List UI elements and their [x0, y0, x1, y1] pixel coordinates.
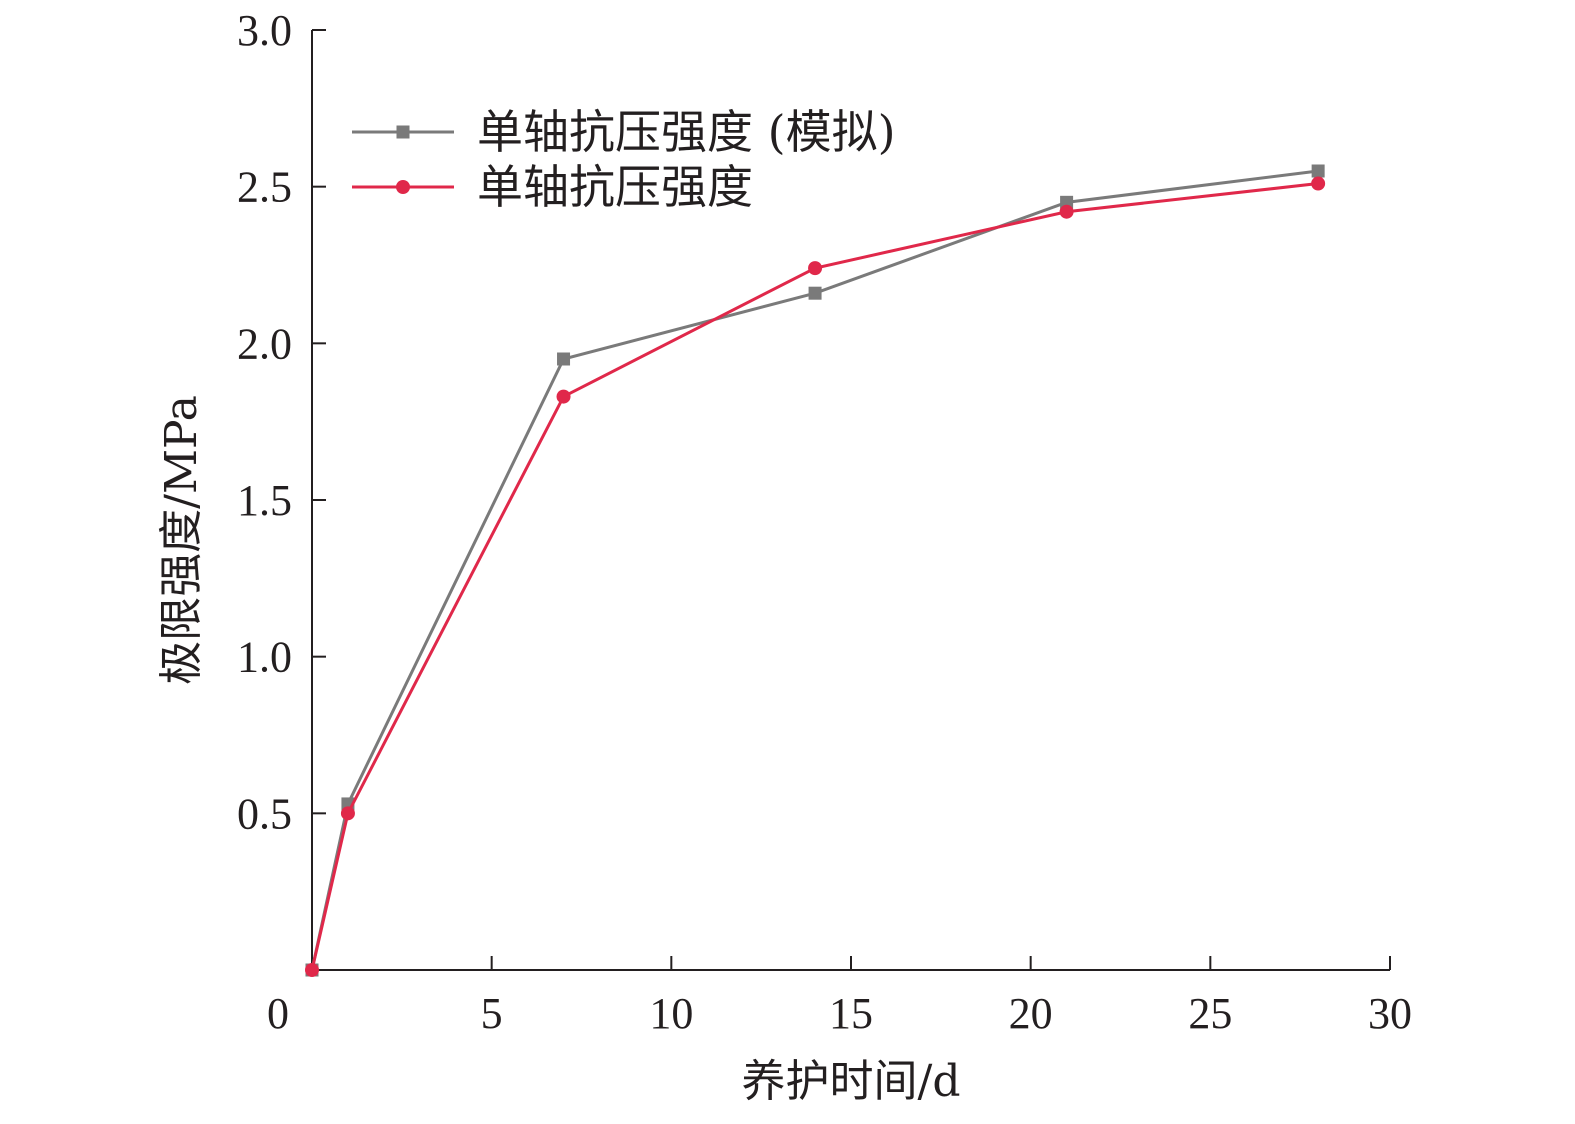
data-point: [305, 963, 319, 977]
data-point: [808, 261, 823, 276]
legend: 单轴抗压强度 (模拟)单轴抗压强度: [352, 105, 896, 214]
y-tick-label: 3.0: [237, 6, 292, 55]
x-tick-label: 25: [1188, 989, 1232, 1038]
data-point: [557, 352, 571, 366]
legend-marker: [396, 125, 410, 139]
y-tick-label: 1.0: [237, 633, 292, 682]
legend-label: 单轴抗压强度: [477, 160, 753, 214]
series-1: [305, 164, 1325, 977]
x-tick-label: 5: [481, 989, 503, 1038]
legend-item: 单轴抗压强度: [352, 160, 753, 214]
x-tick-label: 15: [829, 989, 873, 1038]
y-tick-label: 2.0: [237, 319, 292, 368]
legend-item: 单轴抗压强度 (模拟): [352, 105, 896, 159]
x-ticks: 0 5 10 15 20 25 30: [267, 956, 1412, 1038]
x-tick-label: 30: [1368, 989, 1412, 1038]
series-line: [310, 182, 1319, 971]
x-axis-title: 养护时间/d: [742, 1056, 961, 1107]
series-layer: [305, 164, 1326, 977]
x-tick-label: 20: [1009, 989, 1053, 1038]
data-point: [1311, 176, 1326, 191]
data-point: [808, 286, 822, 300]
x-tick-label: 10: [649, 989, 693, 1038]
series-line: [310, 169, 1319, 971]
legend-marker: [396, 180, 410, 194]
y-tick-label: 1.5: [237, 476, 292, 525]
data-point: [1311, 164, 1325, 178]
data-point: [1059, 204, 1074, 219]
series-2: [305, 176, 1326, 977]
data-point: [556, 389, 571, 404]
axes: [311, 30, 1390, 971]
y-axis-title: 极限强度/MPa: [156, 395, 207, 685]
x-tick-label: 0: [267, 989, 289, 1038]
y-ticks: 0.5 1.0 1.5 2.0 2.5 3.0: [237, 6, 326, 838]
data-point: [340, 806, 355, 821]
y-tick-label: 2.5: [237, 163, 292, 212]
y-tick-label: 0.5: [237, 789, 292, 838]
legend-label: 单轴抗压强度 (模拟): [477, 105, 896, 159]
